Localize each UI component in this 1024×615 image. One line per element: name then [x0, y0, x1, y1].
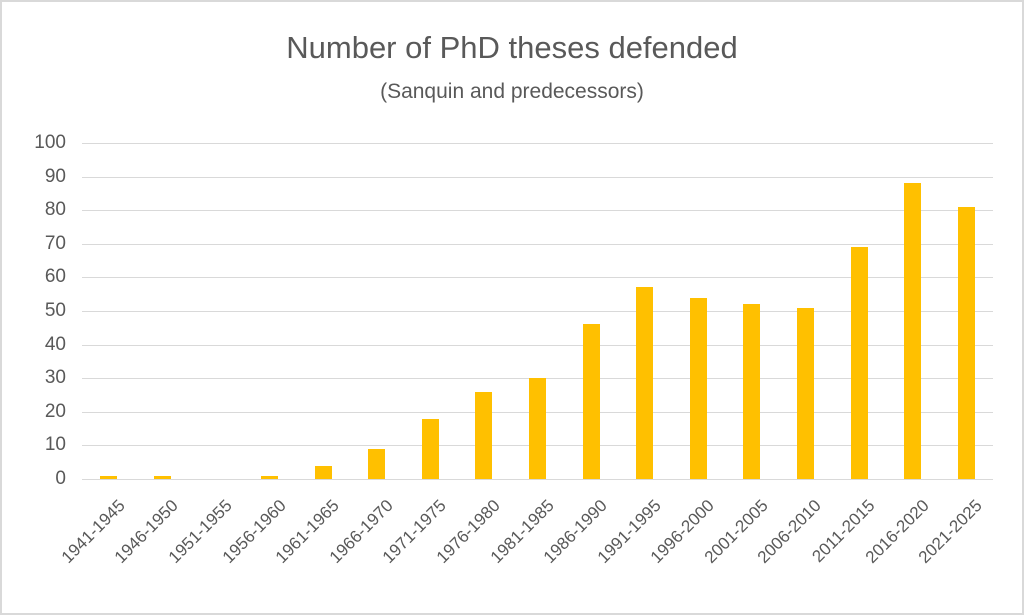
y-tick-label: 50 — [44, 300, 66, 321]
bar — [261, 475, 279, 479]
bar — [636, 287, 654, 479]
y-tick-label: 10 — [44, 434, 66, 456]
y-tick-label: 100 — [34, 132, 66, 153]
y-tick-label: 30 — [44, 367, 66, 389]
bar — [957, 206, 975, 479]
gridline — [82, 243, 993, 245]
bar — [153, 475, 171, 479]
y-tick-label: 70 — [44, 232, 66, 254]
bar — [100, 475, 118, 479]
chart-title: Number of PhD theses defended — [286, 30, 738, 65]
bar — [904, 183, 922, 479]
plot-area: 0 10 20 30 40 50 60 70 80 90 100 — [34, 132, 993, 489]
bar — [743, 304, 761, 479]
gridline — [82, 277, 993, 279]
gridline — [82, 311, 993, 312]
gridline — [82, 176, 993, 178]
chart-subtitle: (Sanquin and predecessors) — [380, 80, 644, 103]
y-tick-label: 80 — [44, 199, 66, 221]
y-tick-label: 40 — [44, 333, 66, 355]
bar — [475, 391, 493, 479]
y-tick-label: 0 — [55, 468, 66, 489]
bar — [689, 297, 707, 479]
bar — [421, 418, 439, 479]
gridline — [82, 479, 993, 480]
gridline — [82, 143, 993, 144]
bar — [850, 247, 868, 479]
bar — [314, 465, 332, 479]
gridline — [82, 344, 993, 346]
bar — [582, 324, 600, 479]
y-tick-label: 60 — [44, 266, 66, 288]
bar — [368, 448, 386, 479]
y-tick-label: 20 — [44, 400, 66, 422]
gridline — [82, 210, 993, 212]
bar — [796, 307, 814, 479]
bar — [529, 378, 546, 479]
y-tick-label: 90 — [44, 165, 66, 187]
